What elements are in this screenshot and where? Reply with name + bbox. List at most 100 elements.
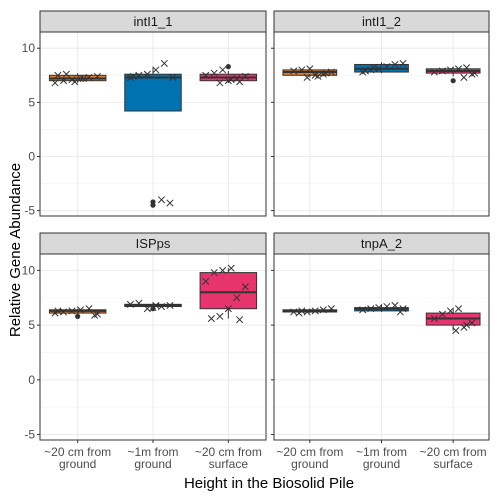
jitter-point — [399, 305, 407, 313]
jitter-point — [210, 269, 218, 277]
jitter-point — [59, 308, 68, 316]
x-tick-label: ground — [59, 457, 96, 471]
jitter-point — [399, 59, 407, 67]
jitter-point — [375, 304, 383, 312]
jitter-point — [129, 72, 137, 80]
jitter-point — [438, 310, 446, 318]
facet-panel-1: intI1_1 -5 0 5 10 — [22, 10, 267, 218]
facet-title: intI1_1 — [133, 14, 172, 29]
x-axis-title: Height in the Biosolid Pile — [184, 475, 354, 492]
x-tick-label: ~20 cm from — [195, 445, 262, 459]
jitter-point — [463, 64, 471, 72]
jitter-point — [224, 305, 232, 313]
jitter-point — [93, 72, 101, 80]
jitter-point — [85, 73, 93, 82]
jitter-point — [68, 307, 76, 315]
jitter-point — [202, 71, 210, 79]
jitter-point — [79, 74, 87, 83]
jitter-point — [143, 305, 151, 313]
jitter-point — [169, 73, 177, 82]
jitter-point — [54, 71, 62, 79]
jitter-point — [430, 68, 438, 76]
jitter-point — [152, 66, 160, 74]
jitter-point — [207, 314, 215, 323]
jitter-point — [452, 327, 460, 335]
jitter-point — [62, 70, 70, 78]
jitter-point — [446, 66, 455, 74]
jitter-point — [471, 69, 479, 77]
jitter-point — [54, 307, 62, 315]
jitter-point — [51, 79, 59, 87]
jitter-point — [76, 306, 85, 314]
jitter-point — [143, 70, 151, 78]
jitter-point — [369, 64, 377, 72]
jitter-point — [438, 67, 446, 75]
jitter-point — [303, 73, 311, 82]
jitter-point — [454, 305, 463, 313]
jitter-point — [322, 69, 330, 77]
jitter-point — [135, 71, 143, 79]
jitter-point — [327, 305, 335, 313]
x-tick-label: ~20 cm from — [44, 445, 111, 459]
jitter-point — [298, 66, 306, 74]
jitter-point — [216, 312, 224, 320]
jitter-point — [59, 77, 68, 85]
x-tick-label: ~20 cm from — [276, 445, 343, 459]
jitter-point — [290, 308, 298, 316]
x-tick-label: ground — [134, 457, 171, 471]
jitter-point — [202, 277, 210, 285]
jitter-point — [152, 301, 160, 309]
jitter-point — [71, 78, 79, 86]
outlier-point — [450, 78, 456, 84]
x-tick-label: ground — [363, 457, 400, 471]
x-tick-label: ~1m from — [356, 445, 407, 459]
facets-layer: intI1_1 -5 0 5 10 intI1_2 ISPps -5 0 5 10 ~20 cm fr… — [22, 10, 490, 471]
jitter-point — [383, 63, 391, 71]
jitter-point — [319, 306, 327, 314]
jitter-point — [454, 65, 463, 73]
jitter-point — [93, 310, 101, 318]
jitter-point — [76, 74, 85, 83]
jitter-point — [135, 299, 143, 307]
y-axis-title: Relative Gene Abundance — [7, 163, 24, 337]
jitter-point — [327, 68, 335, 76]
x-tick-label: ~1m from — [127, 445, 178, 459]
jitter-point — [233, 294, 241, 302]
jitter-point — [391, 301, 399, 309]
jitter-point — [166, 301, 174, 309]
jitter-point — [463, 321, 471, 329]
jitter-point — [85, 305, 93, 313]
y-tick-label: 10 — [22, 41, 36, 55]
facet-title: intI1_2 — [362, 14, 401, 29]
jitter-point — [241, 72, 249, 80]
y-tick-label: 5 — [28, 318, 35, 332]
jitter-point — [446, 307, 455, 315]
jitter-point — [241, 283, 249, 291]
jitter-point — [298, 307, 306, 315]
jitter-point — [166, 199, 174, 207]
y-tick-label: 10 — [22, 263, 36, 277]
facet-title: ISPps — [136, 236, 171, 251]
jitter-point — [290, 67, 298, 75]
box — [199, 272, 258, 310]
jitter-point — [236, 316, 244, 324]
jitter-point — [210, 69, 218, 77]
outlier-point — [75, 313, 81, 319]
jitter-point — [314, 72, 322, 80]
jitter-point — [460, 73, 468, 82]
y-tick-label: -5 — [24, 428, 35, 442]
jitter-point — [236, 78, 244, 86]
jitter-point — [157, 302, 166, 311]
jitter-point — [468, 319, 476, 327]
y-tick-label: 5 — [28, 95, 35, 109]
x-tick-label: surface — [209, 457, 249, 471]
jitter-point — [157, 196, 166, 204]
jitter-point — [126, 300, 134, 308]
panel-border — [273, 31, 490, 217]
jitter-point — [359, 306, 367, 314]
panel-border — [39, 31, 267, 217]
jitter-point — [375, 65, 383, 73]
